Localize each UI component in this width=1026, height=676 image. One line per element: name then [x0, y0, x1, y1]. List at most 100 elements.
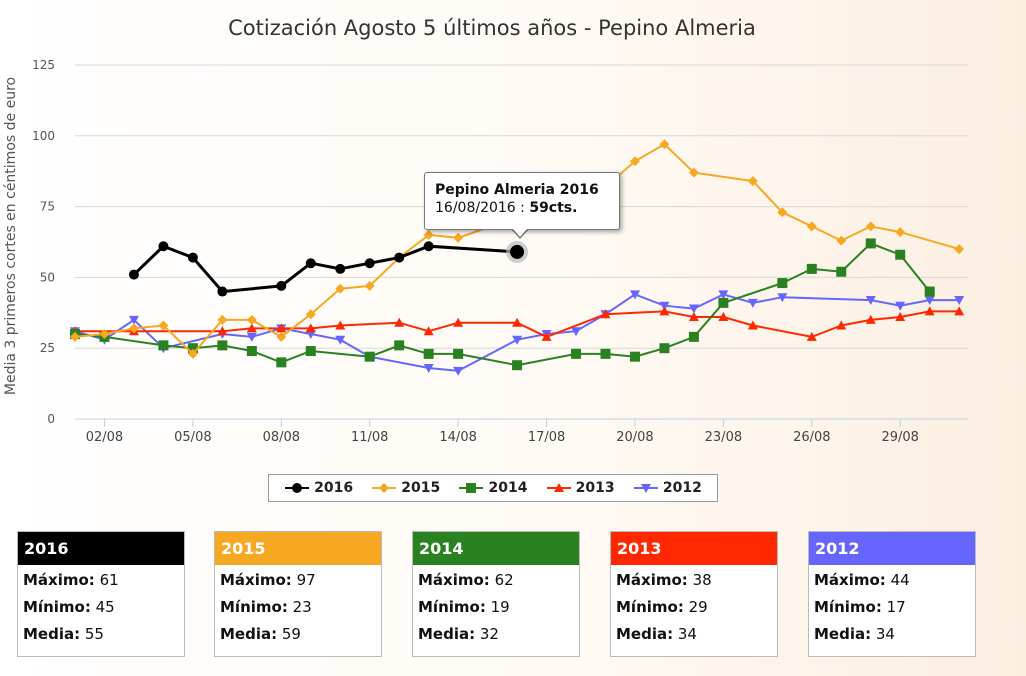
stat-max: Máximo: 38 [611, 565, 777, 592]
stat-min: Mínimo: 23 [215, 592, 381, 619]
data-point [865, 296, 876, 306]
stat-max-label: Máximo: [418, 571, 490, 589]
legend-symbol [372, 483, 397, 493]
chart-legend: 2016 2015 2014 2013 2012 [268, 474, 718, 502]
data-point [777, 278, 788, 289]
x-tick-label: 20/08 [616, 430, 653, 445]
data-point [600, 348, 611, 359]
data-point [541, 331, 552, 341]
data-point [453, 317, 464, 327]
data-point [688, 331, 699, 342]
tooltip-title: Pepino Almeria 2016 [435, 182, 599, 198]
stat-max-value: 62 [489, 571, 514, 589]
data-point [217, 340, 228, 351]
y-tick-label: 25 [40, 341, 55, 355]
data-point [688, 312, 699, 322]
series-line [74, 293, 960, 372]
stats-card-header: 2012 [809, 532, 975, 565]
stats-card-header: 2015 [215, 532, 381, 565]
y-tick-label: 50 [40, 270, 55, 284]
legend-item-2013[interactable]: 2013 [546, 480, 615, 496]
x-tick-label: 02/08 [86, 430, 123, 445]
hover-tooltip: Pepino Almeria 2016 16/08/2016 : 59cts. [424, 172, 620, 230]
stat-max-label: Máximo: [814, 571, 886, 589]
data-point [364, 351, 375, 362]
data-point [659, 306, 670, 316]
data-point [865, 221, 876, 232]
data-point [423, 364, 434, 374]
chart-title: Cotización Agosto 5 últimos años - Pepin… [228, 16, 756, 40]
stat-average-label: Media: [814, 625, 872, 643]
stat-min-value: 17 [881, 598, 906, 616]
stat-min: Mínimo: 45 [18, 592, 184, 619]
data-point [571, 348, 582, 359]
legend-item-2014[interactable]: 2014 [458, 480, 527, 496]
data-point [747, 298, 758, 308]
data-point [423, 326, 434, 336]
stat-max-value: 97 [291, 571, 316, 589]
data-point [276, 331, 287, 342]
data-point [688, 304, 699, 314]
data-point [453, 366, 464, 376]
stat-average-value: 59 [277, 625, 301, 643]
data-point [718, 290, 729, 300]
stat-min-value: 45 [90, 598, 115, 616]
data-point [895, 312, 906, 322]
legend-symbol [285, 483, 310, 493]
stat-min-label: Mínimo: [23, 598, 91, 616]
stat-average-label: Media: [23, 625, 81, 643]
data-point [217, 326, 228, 336]
legend-symbol [546, 483, 571, 492]
legend-item-2012[interactable]: 2012 [633, 480, 702, 496]
data-point [836, 320, 847, 330]
x-tick-label: 05/08 [174, 430, 211, 445]
tooltip-arrow-fill [512, 228, 528, 237]
stat-average-value: 32 [475, 625, 499, 643]
data-point [379, 483, 390, 493]
data-point [629, 351, 640, 362]
stat-min: Mínimo: 17 [809, 592, 975, 619]
y-tick-label: 125 [32, 58, 55, 72]
data-point [276, 357, 287, 368]
data-point [777, 207, 788, 218]
stats-card-header: 2014 [413, 532, 579, 565]
data-point [806, 263, 817, 274]
stat-max-value: 44 [885, 571, 910, 589]
stat-min-label: Mínimo: [220, 598, 288, 616]
data-point [70, 331, 80, 342]
data-point [187, 343, 198, 354]
stat-min-value: 23 [287, 598, 312, 616]
stat-average: Media: 32 [413, 619, 579, 646]
data-point [246, 332, 257, 342]
data-point [836, 266, 847, 277]
stat-max: Máximo: 62 [413, 565, 579, 592]
y-axis-label: Media 3 primeros cortes en céntimos de e… [3, 77, 19, 395]
stats-card-2015: 2015 Máximo: 97 Mínimo: 23 Media: 59 [214, 531, 382, 657]
data-point [246, 346, 257, 357]
data-point [924, 286, 935, 297]
axes: 0 25 50 75 100 125 02/08 05/08 08/08 11/08 14/08 17… [32, 58, 968, 445]
grid-lines [75, 64, 968, 349]
legend-label: 2013 [575, 480, 615, 496]
legend-item-2016[interactable]: 2016 [284, 480, 353, 496]
stat-min-label: Mínimo: [616, 598, 684, 616]
data-point [659, 343, 670, 354]
data-point [217, 314, 228, 325]
data-point [305, 309, 316, 320]
data-point [924, 296, 935, 306]
data-point [158, 320, 169, 331]
data-point [895, 249, 906, 260]
x-tick-label: 29/08 [881, 430, 918, 445]
y-tick-label: 75 [40, 200, 55, 214]
data-point [305, 323, 316, 333]
data-point [553, 483, 564, 492]
legend-item-2015[interactable]: 2015 [371, 480, 440, 496]
stats-card-2016: 2016 Máximo: 61 Mínimo: 45 Media: 55 [17, 531, 185, 657]
stat-max: Máximo: 44 [809, 565, 975, 592]
stats-card-2012: 2012 Máximo: 44 Mínimo: 17 Media: 34 [808, 531, 976, 657]
data-point [99, 329, 110, 340]
stat-min: Mínimo: 29 [611, 592, 777, 619]
data-point [659, 139, 670, 150]
data-point [394, 340, 405, 351]
